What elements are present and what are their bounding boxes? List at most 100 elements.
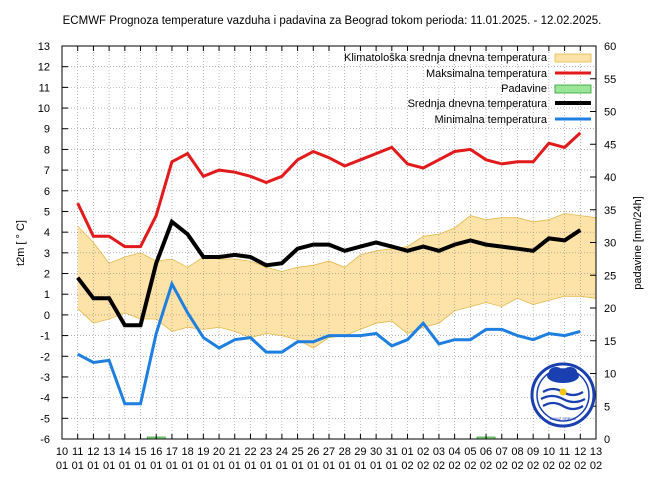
x-tick-label-month: 01: [323, 460, 335, 472]
x-tick-label-day: 30: [370, 446, 382, 458]
y2-tick-label: 15: [604, 336, 616, 348]
y-axis-label: t2m [ ° C]: [15, 220, 27, 266]
x-tick-label-day: 31: [386, 446, 398, 458]
legend-label-min: Minimalna temperatura: [435, 114, 548, 126]
y2-tick-label: 30: [604, 238, 616, 250]
x-tick-label-month: 02: [449, 460, 461, 472]
legend-entry-precip: Padavine: [501, 83, 592, 95]
x-tick-label-day: 07: [496, 446, 508, 458]
x-tick-label-month: 01: [291, 460, 303, 472]
x-tick-label-day: 13: [103, 446, 115, 458]
x-tick-label-month: 01: [103, 460, 115, 472]
x-tick-label-month: 02: [511, 460, 523, 472]
y-tick-label: -3: [40, 372, 50, 384]
y2-axis-label: padavine [mm/24h]: [632, 196, 644, 290]
legend-entry-climatology: Klimatološka srednja dnevna temperatura: [344, 52, 592, 64]
x-tick-label-day: 27: [323, 446, 335, 458]
legend-swatch-precip: [554, 84, 592, 94]
y2-tick-label: 5: [604, 401, 610, 413]
x-tick-label-day: 15: [134, 446, 146, 458]
x-tick-label-month: 01: [134, 460, 146, 472]
x-tick-label-day: 28: [339, 446, 351, 458]
y2-tick-label: 20: [604, 303, 616, 315]
x-tick-label-month: 01: [386, 460, 398, 472]
x-tick-label-day: 25: [291, 446, 303, 458]
legend-entry-max: Maksimalna temperatura: [426, 68, 591, 80]
x-tick-label-month: 02: [480, 460, 492, 472]
x-tick-label-month: 02: [527, 460, 539, 472]
x-tick-label-day: 29: [354, 446, 366, 458]
y-tick-label: 0: [44, 310, 50, 322]
y-tick-label: -2: [40, 351, 50, 363]
x-tick-label-month: 02: [543, 460, 555, 472]
x-tick-label-day: 16: [150, 446, 162, 458]
y-tick-label: 5: [44, 206, 50, 218]
y2-tick-label: 45: [604, 139, 616, 151]
series-layer: [76, 131, 582, 406]
svg-text:RHMZ SRBIJE: RHMZ SRBIJE: [550, 416, 577, 421]
x-tick-label-day: 22: [244, 446, 256, 458]
chart-title: ECMWF Prognoza temperature vazduha i pad…: [63, 15, 602, 27]
x-tick-label-month: 01: [276, 460, 288, 472]
x-tick-label-day: 26: [307, 446, 319, 458]
y-tick-label: 6: [44, 186, 50, 198]
y-tick-label: 4: [44, 227, 50, 239]
x-tick-label-day: 20: [213, 446, 225, 458]
tick-layer: [61, 45, 597, 440]
climatology-band-fill: [77, 213, 596, 348]
x-tick-label-day: 10: [56, 446, 68, 458]
legend-label-climatology: Klimatološka srednja dnevna temperatura: [344, 52, 548, 64]
rhmz-logo: RHMZ SRBIJE: [530, 362, 596, 428]
y-tick-label: -5: [40, 413, 50, 425]
y-tick-label: 10: [38, 103, 50, 115]
x-tick-label-month: 01: [229, 460, 241, 472]
x-tick-label-day: 02: [417, 446, 429, 458]
y-tick-label: 7: [44, 165, 50, 177]
x-tick-label-day: 08: [511, 446, 523, 458]
legend-swatch-climatology: [554, 53, 592, 63]
y2-tick-label: 0: [604, 434, 610, 446]
x-tick-label-day: 12: [574, 446, 586, 458]
x-tick-label-day: 04: [449, 446, 461, 458]
max-temperature-line: [76, 131, 582, 249]
y2-tick-label: 40: [604, 172, 616, 184]
x-tick-label-month: 01: [119, 460, 131, 472]
x-tick-label-day: 09: [527, 446, 539, 458]
mean-temperature-line: [76, 218, 582, 328]
x-tick-label-month: 01: [244, 460, 256, 472]
y-tick-label: 2: [44, 269, 50, 281]
x-tick-label-month: 01: [182, 460, 194, 472]
x-tick-label-day: 06: [480, 446, 492, 458]
x-tick-label-day: 19: [197, 446, 209, 458]
y-tick-label: 13: [38, 41, 50, 53]
x-tick-label-month: 02: [574, 460, 586, 472]
x-tick-label-month: 01: [197, 460, 209, 472]
x-labels: 1001110112011301140115011601170118011901…: [56, 446, 602, 472]
x-tick-label-day: 03: [433, 446, 445, 458]
x-tick-label-month: 01: [72, 460, 84, 472]
x-tick-label-month: 01: [150, 460, 162, 472]
x-tick-label-day: 11: [72, 446, 83, 458]
x-tick-label-month: 01: [339, 460, 351, 472]
y-tick-label: 12: [38, 62, 50, 74]
legend: Klimatološka srednja dnevna temperatura …: [344, 52, 592, 126]
y-tick-label: 11: [39, 82, 50, 94]
legend-entry-mean: Srednja dnevna temperatura: [408, 98, 591, 110]
x-tick-label-month: 01: [87, 460, 99, 472]
x-tick-label-month: 02: [464, 460, 476, 472]
x-tick-label-month: 01: [213, 460, 225, 472]
x-tick-label-day: 23: [260, 446, 272, 458]
x-tick-label-month: 01: [56, 460, 68, 472]
y2-tick-label: 10: [604, 369, 616, 381]
x-tick-label-month: 02: [558, 460, 570, 472]
y-labels: -6-5-4-3-2-10123456789101112130510152025…: [38, 41, 617, 446]
x-tick-label-day: 18: [182, 446, 194, 458]
y2-tick-label: 55: [604, 74, 616, 86]
x-tick-label-month: 02: [496, 460, 508, 472]
legend-entry-min: Minimalna temperatura: [435, 114, 591, 126]
x-tick-label-month: 01: [166, 460, 178, 472]
x-tick-label-day: 11: [559, 446, 570, 458]
y-tick-label: -4: [40, 393, 50, 405]
x-tick-label-month: 01: [354, 460, 366, 472]
